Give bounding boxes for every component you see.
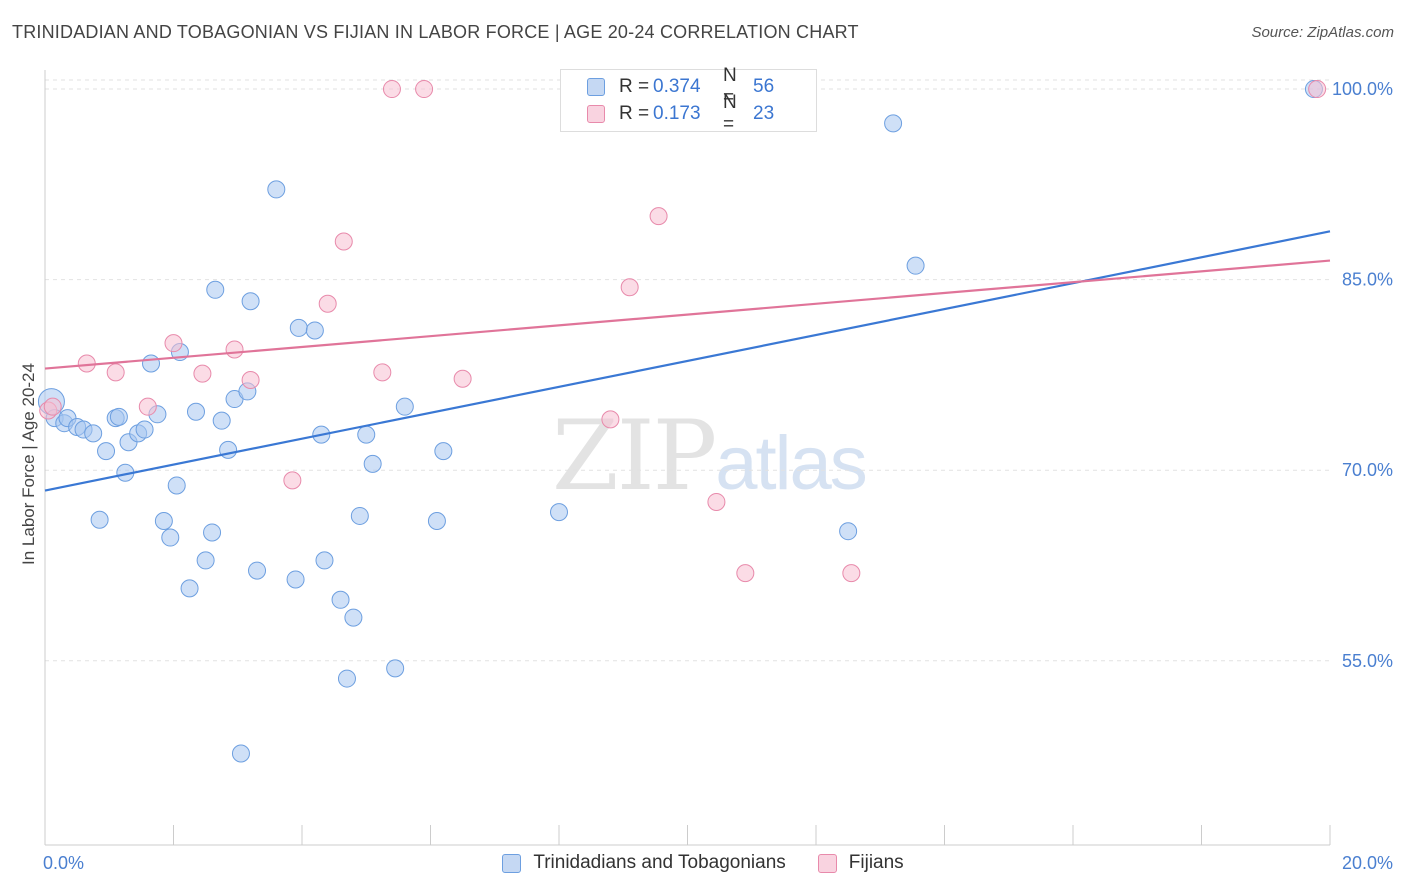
- point-fijians: [241, 371, 260, 389]
- legend-n-label: N =: [723, 65, 737, 108]
- point-trinidadians: [884, 114, 903, 133]
- point-fijians: [842, 564, 861, 583]
- point-trinidadians: [395, 397, 414, 416]
- point-trinidadians: [286, 570, 305, 589]
- point-trinidadians: [357, 425, 376, 444]
- legend-n-value: 56: [753, 76, 775, 97]
- point-fijians: [373, 363, 392, 382]
- y-tick-label: 55.0%: [1342, 651, 1393, 671]
- point-trinidadians: [289, 318, 308, 337]
- grid-lines: [45, 79, 1330, 662]
- point-trinidadians: [315, 551, 334, 570]
- legend-row-fijians: R = 0.173 N = 23: [587, 92, 775, 135]
- point-trinidadians: [180, 579, 199, 598]
- y-tick-label: 85.0%: [1342, 270, 1393, 290]
- point-trinidadians: [906, 256, 925, 275]
- legend-swatch-pink: [817, 853, 837, 873]
- legend-row-trinidadians: R = 0.374 N = 56: [587, 65, 775, 108]
- point-trinidadians: [434, 442, 453, 461]
- axes: [44, 70, 1331, 846]
- legend-item-trinidadians[interactable]: Trinidadians and Tobagonians: [502, 852, 786, 874]
- legend-label: Trinidadians and Tobagonians: [533, 852, 786, 873]
- series-fijians-points: [39, 80, 1327, 583]
- x-tick-label: 20.0%: [1342, 853, 1393, 873]
- point-fijians: [1308, 80, 1327, 99]
- series-legend: Trinidadians and Tobagonians Fijians: [0, 852, 1406, 874]
- point-fijians: [601, 410, 620, 429]
- point-fijians: [43, 397, 62, 416]
- point-trinidadians: [386, 659, 405, 678]
- legend-swatch-blue: [587, 78, 605, 96]
- chart-title: TRINIDADIAN AND TOBAGONIAN VS FIJIAN IN …: [12, 22, 859, 42]
- legend-r-label: R =: [619, 103, 650, 124]
- legend-r-value: 0.374: [653, 76, 701, 97]
- point-trinidadians: [196, 551, 215, 570]
- point-trinidadians: [212, 411, 231, 430]
- point-trinidadians: [84, 424, 103, 443]
- point-fijians: [138, 397, 157, 416]
- y-axis-label: In Labor Force | Age 20-24: [19, 363, 38, 565]
- legend-label: Fijians: [848, 852, 904, 873]
- point-trinidadians: [550, 503, 568, 522]
- point-trinidadians: [161, 528, 180, 547]
- y-tick-label: 100.0%: [1332, 79, 1393, 99]
- series-trinidadians-points: [37, 80, 1323, 763]
- point-trinidadians: [331, 590, 350, 609]
- point-trinidadians: [350, 506, 369, 525]
- legend-r-value: 0.173: [653, 103, 701, 124]
- point-trinidadians: [305, 321, 324, 340]
- watermark: ZIPatlas: [552, 400, 868, 512]
- legend-r-label: R =: [619, 76, 650, 97]
- point-trinidadians: [206, 280, 225, 299]
- source-label: Source: ZipAtlas.com: [1251, 24, 1394, 41]
- watermark-zip: ZIP: [552, 400, 717, 512]
- point-fijians: [620, 278, 639, 297]
- point-trinidadians: [231, 744, 250, 763]
- point-fijians: [334, 232, 353, 251]
- point-trinidadians: [427, 512, 446, 531]
- point-trinidadians: [267, 180, 286, 199]
- point-trinidadians: [241, 292, 260, 311]
- point-trinidadians: [363, 454, 382, 473]
- point-fijians: [164, 334, 183, 353]
- point-trinidadians: [167, 476, 186, 495]
- point-trinidadians: [135, 420, 154, 439]
- point-fijians: [193, 364, 212, 383]
- point-trinidadians: [97, 442, 116, 461]
- trend-lines: [44, 230, 1331, 492]
- point-trinidadians: [109, 407, 128, 426]
- point-trinidadians: [839, 522, 858, 541]
- point-trinidadians: [344, 608, 363, 627]
- point-trinidadians: [90, 510, 109, 529]
- correlation-legend: R = 0.374 N = 56 R = 0.173 N = 23: [560, 65, 817, 135]
- point-fijians: [736, 564, 755, 583]
- point-fijians: [649, 207, 668, 226]
- legend-swatch-pink: [587, 105, 605, 123]
- legend-item-fijians[interactable]: Fijians: [817, 852, 904, 874]
- legend-swatch-blue: [502, 853, 522, 873]
- point-fijians: [318, 294, 337, 313]
- point-fijians: [106, 363, 125, 382]
- point-fijians: [453, 369, 472, 388]
- point-fijians: [382, 80, 401, 99]
- point-trinidadians: [203, 523, 222, 542]
- point-fijians: [225, 340, 244, 359]
- point-trinidadians: [248, 561, 267, 580]
- point-fijians: [415, 80, 434, 99]
- watermark-atlas: atlas: [715, 421, 868, 506]
- point-fijians: [707, 492, 726, 511]
- legend-n-value: 23: [753, 103, 775, 124]
- trend-line-fijians: [44, 259, 1331, 370]
- point-trinidadians: [337, 669, 356, 688]
- legend-n-label: N =: [723, 92, 737, 135]
- point-trinidadians: [142, 354, 161, 373]
- point-trinidadians: [186, 402, 205, 421]
- point-fijians: [283, 471, 302, 490]
- x-tick-label: 0.0%: [43, 853, 84, 873]
- tick-labels: 55.0% 70.0% 85.0% 100.0% 0.0% 20.0%: [43, 79, 1393, 873]
- point-trinidadians: [154, 512, 173, 531]
- trend-line-trinidadians: [44, 230, 1331, 492]
- y-tick-label: 70.0%: [1342, 460, 1393, 480]
